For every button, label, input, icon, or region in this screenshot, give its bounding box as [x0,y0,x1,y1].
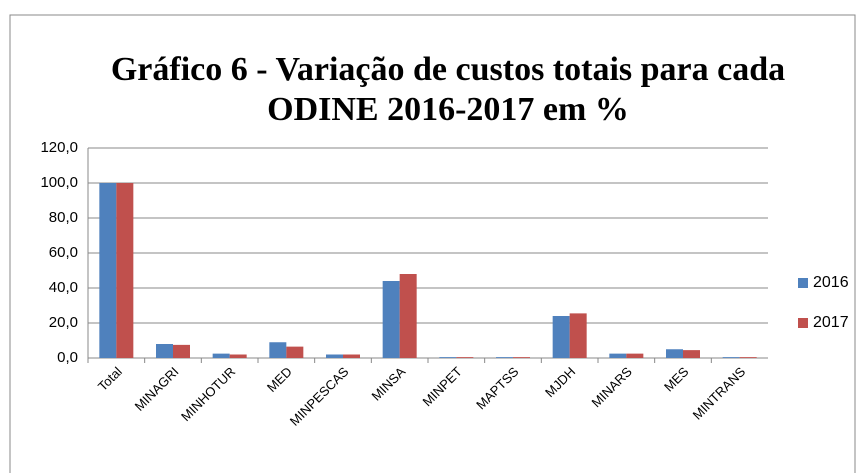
y-tick-label: 20,0 [49,314,78,331]
y-tick-label: 80,0 [49,209,78,226]
y-tick-label: 100,0 [40,174,78,191]
y-tick-label: 40,0 [49,279,78,296]
bar [666,349,683,358]
bar [399,274,417,358]
bar [269,342,287,358]
bar [609,353,627,358]
bar [683,350,700,358]
legend-label: 2017 [813,314,849,331]
legend-swatch [798,278,808,288]
y-tick-label: 0,0 [57,349,78,366]
bar [173,344,190,358]
bar [513,357,530,358]
bar [229,354,247,358]
chart-border [9,14,856,473]
bar [343,354,360,358]
bar [156,344,173,358]
bar [456,357,474,358]
chart-title: Gráfico 6 - Variação de custos totais pa… [111,51,785,88]
bar [286,346,304,358]
bar [739,357,757,358]
bar [326,354,343,358]
bar [569,313,587,358]
y-tick-label: 120,0 [40,139,78,156]
chart-title: ODINE 2016-2017 em % [267,91,629,128]
bar [722,357,740,358]
bar [626,353,644,358]
bar [212,353,230,358]
bar [382,281,400,358]
bar [439,357,457,358]
legend-label: 2016 [813,274,849,291]
bar [99,183,117,358]
bar [116,183,134,358]
bar [552,316,570,358]
legend-swatch [798,318,808,328]
bar [496,357,513,358]
y-tick-label: 60,0 [49,244,78,261]
